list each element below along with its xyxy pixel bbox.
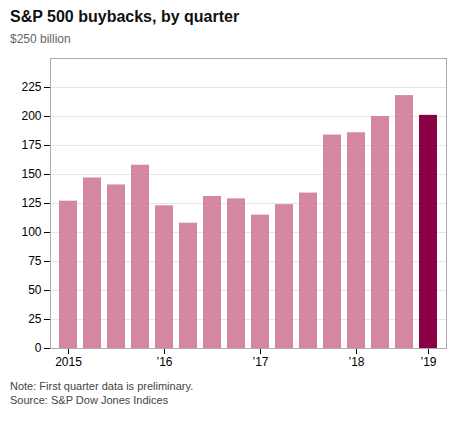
svg-text:2015: 2015: [55, 355, 82, 369]
svg-text:25: 25: [28, 312, 42, 326]
svg-text:200: 200: [21, 109, 41, 123]
svg-text:150: 150: [21, 167, 41, 181]
svg-text:’17: ’17: [252, 355, 268, 369]
svg-text:50: 50: [28, 283, 42, 297]
html-text:$250 billion: $250 billion: [10, 32, 71, 46]
svg-text:125: 125: [21, 196, 41, 210]
html-text:Source: S&P Dow Jones Indices: Source: S&P Dow Jones Indices: [10, 394, 169, 406]
svg-text:’18: ’18: [348, 355, 364, 369]
html-text:S&P 500 buybacks, by quarter: S&P 500 buybacks, by quarter: [10, 8, 240, 25]
svg-text:0: 0: [35, 341, 42, 355]
svg-text:’19: ’19: [420, 355, 436, 369]
svg-text:100: 100: [21, 225, 41, 239]
svg-text:175: 175: [21, 138, 41, 152]
html-text:Note: First quarter data is pr: Note: First quarter data is preliminary.: [10, 380, 194, 392]
svg-text:225: 225: [21, 80, 41, 94]
svg-text:’16: ’16: [156, 355, 172, 369]
svg-text:75: 75: [28, 254, 42, 268]
